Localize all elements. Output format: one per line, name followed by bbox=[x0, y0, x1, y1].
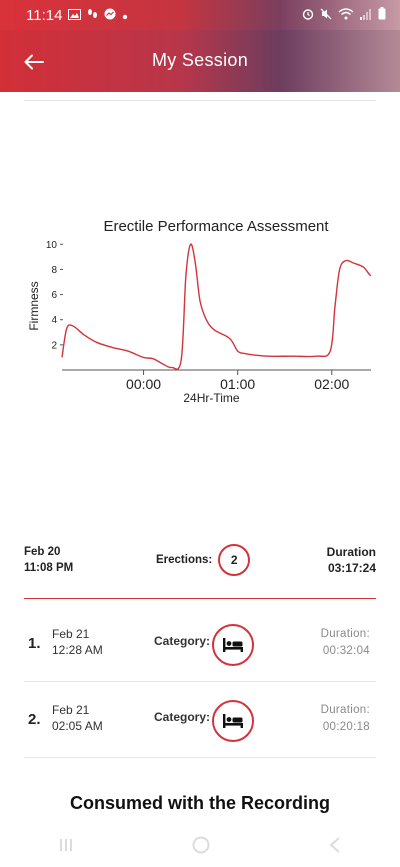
firmness-chart: 00:00 01:00 02:00 2 4 6 8 10 24Hr-Time Firmness bbox=[27, 240, 372, 405]
messenger-icon bbox=[104, 7, 116, 24]
divider bbox=[24, 100, 376, 101]
home-icon[interactable] bbox=[192, 836, 210, 859]
session-summary: Feb 20 11:08 PM Erections: 2 Duration 03… bbox=[24, 540, 376, 600]
bed-icon bbox=[223, 714, 243, 728]
category-button[interactable] bbox=[212, 624, 254, 666]
erection-datetime: Feb 21 12:28 AM bbox=[52, 626, 103, 658]
erection-duration: Duration: 00:20:18 bbox=[321, 702, 370, 736]
chart-container: 00:00 01:00 02:00 2 4 6 8 10 24Hr-Time Firmness E… bbox=[0, 210, 400, 420]
erections-label: Erections: bbox=[156, 554, 213, 566]
y-tick-label: 2 bbox=[51, 340, 57, 351]
x-tick-label: 01:00 bbox=[220, 376, 255, 392]
y-tick-label: 4 bbox=[51, 315, 57, 326]
app-header: My Session bbox=[0, 30, 400, 92]
bed-icon bbox=[223, 638, 243, 652]
session-time: 11:08 PM bbox=[24, 562, 74, 574]
wifi-icon bbox=[338, 7, 354, 23]
x-axis-label: 24Hr-Time bbox=[183, 391, 240, 405]
arrow-left-icon bbox=[24, 54, 44, 70]
erection-number: 2. bbox=[28, 711, 41, 728]
erection-date: Feb 21 bbox=[52, 703, 90, 717]
status-left: 11:14 bbox=[26, 7, 128, 24]
x-tick-label: 00:00 bbox=[126, 376, 161, 392]
erection-duration-value: 00:32:04 bbox=[322, 645, 370, 657]
erection-duration-label: Duration: bbox=[320, 628, 370, 640]
recent-apps-icon[interactable] bbox=[59, 838, 73, 857]
row-divider bbox=[24, 681, 376, 682]
y-axis-label: Firmness bbox=[27, 281, 41, 330]
erection-row[interactable]: 1. Feb 21 12:28 AM Category: Duration: 0… bbox=[24, 608, 376, 680]
erection-duration-label: Duration: bbox=[320, 704, 370, 716]
mute-icon bbox=[320, 8, 332, 23]
battery-icon bbox=[378, 7, 386, 23]
erection-number: 1. bbox=[28, 635, 41, 652]
erection-datetime: Feb 21 02:05 AM bbox=[52, 702, 103, 734]
category-label: Category: bbox=[154, 710, 211, 724]
session-start: Feb 20 11:08 PM bbox=[24, 544, 73, 576]
firmness-series-line bbox=[61, 243, 372, 370]
footsteps-icon bbox=[87, 7, 98, 24]
status-right bbox=[302, 7, 386, 23]
category-label: Category: bbox=[154, 634, 211, 648]
chart-title: Erectile Performance Assessment bbox=[103, 218, 329, 235]
summary-divider bbox=[24, 598, 376, 599]
page-title: My Session bbox=[151, 50, 249, 70]
session-duration: Duration 03:17:24 bbox=[327, 544, 376, 576]
consumed-heading: Consumed with the Recording bbox=[69, 793, 330, 813]
erection-time: 02:05 AM bbox=[52, 719, 103, 733]
dot-icon bbox=[122, 7, 128, 24]
y-tick-label: 8 bbox=[51, 265, 57, 276]
status-bar: 11:14 bbox=[0, 0, 400, 30]
x-tick-label: 02:00 bbox=[314, 376, 349, 392]
y-tick-label: 6 bbox=[51, 290, 57, 301]
duration-value: 03:17:24 bbox=[327, 561, 376, 575]
status-time: 11:14 bbox=[26, 6, 63, 24]
image-icon bbox=[68, 7, 82, 24]
system-nav-bar bbox=[0, 828, 400, 867]
session-date: Feb 20 bbox=[24, 546, 61, 558]
back-button[interactable] bbox=[18, 46, 50, 78]
y-tick-label: 10 bbox=[46, 240, 58, 251]
erection-duration: Duration: 00:32:04 bbox=[321, 626, 370, 660]
erection-time: 12:28 AM bbox=[52, 643, 103, 657]
erections-count-block: Erections: 2 bbox=[156, 544, 251, 576]
alarm-icon bbox=[302, 8, 314, 23]
erection-duration-value: 00:20:18 bbox=[322, 721, 370, 733]
duration-label: Duration bbox=[326, 545, 376, 559]
back-nav-icon[interactable] bbox=[329, 837, 341, 858]
erection-row[interactable]: 2. Feb 21 02:05 AM Category: Duration: 0… bbox=[24, 684, 376, 756]
signal-icon bbox=[360, 8, 372, 23]
erection-date: Feb 21 bbox=[52, 627, 90, 641]
row-divider bbox=[24, 757, 376, 758]
erections-count-badge: 2 bbox=[218, 544, 251, 576]
category-button[interactable] bbox=[212, 700, 254, 742]
